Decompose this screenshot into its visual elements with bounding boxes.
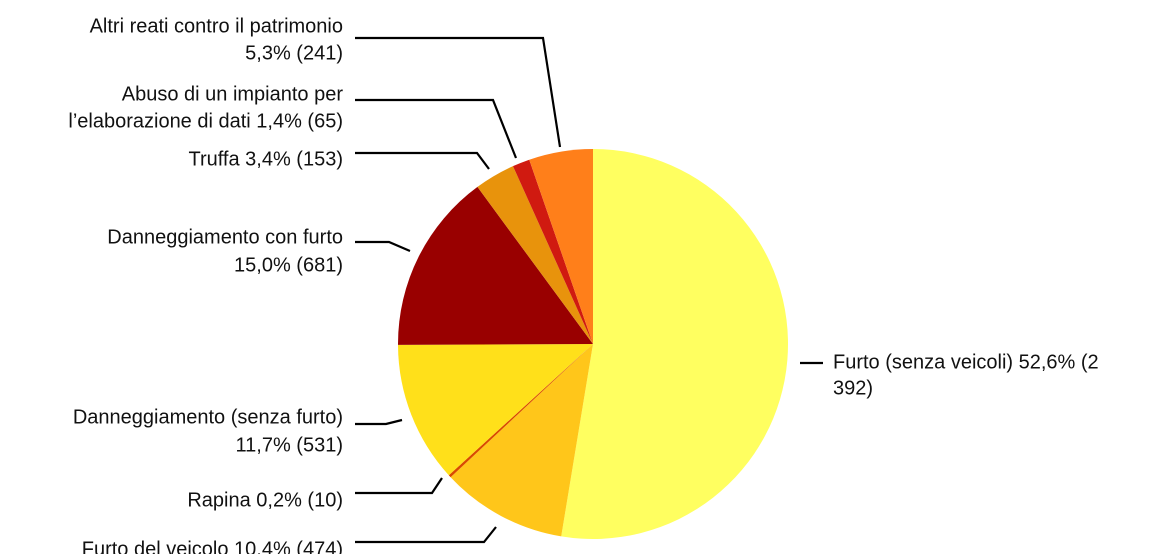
pie-slices (397, 149, 789, 539)
slice-label-abuso-impianto-line-1: Abuso di un impianto per (122, 83, 344, 105)
leader-lines (355, 36, 823, 544)
leader-line-furto-del-veicolo (355, 526, 497, 544)
leader-line-abuso-impianto (355, 98, 518, 159)
slice-label-furto-del-veicolo-line-1: Furto del veicolo 10,4% (474) (82, 538, 343, 554)
leader-line-danneggiamento-con-furto (355, 240, 411, 253)
slice-label-abuso-impianto-line-2: l’elaborazione di dati 1,4% (65) (68, 110, 343, 132)
slice-label-altri-reati-line-2: 5,3% (241) (245, 42, 343, 64)
pie-slice-abuso-impianto (512, 159, 593, 344)
leader-line-truffa (355, 151, 490, 170)
leader-line-rapina (355, 477, 443, 495)
leader-line-altri-reati (355, 36, 562, 148)
slice-label-danneggiamento-senza-furto-line-2: 11,7% (531) (236, 434, 343, 456)
slice-label-danneggiamento-con-furto-line-1: Danneggiamento con furto (107, 226, 343, 248)
slice-label-furto-senza-veicoli-line-2: 392) (833, 377, 873, 399)
pie-slice-furto-senza-veicoli (561, 149, 789, 539)
slice-labels: Furto (senza veicoli) 52,6% (2 392) Furto … (68, 15, 1098, 554)
slice-label-truffa-line-1: Truffa 3,4% (153) (188, 148, 343, 170)
pie-slice-danneggiamento-senza-furto (398, 344, 593, 476)
leader-line-danneggiamento-senza-furto (355, 418, 403, 426)
slice-label-furto-senza-veicoli-line-1: Furto (senza veicoli) 52,6% (2 (833, 351, 1099, 373)
slice-label-danneggiamento-senza-furto-line-1: Danneggiamento (senza furto) (73, 406, 343, 428)
pie-slice-altri-reati (529, 149, 593, 344)
slice-label-danneggiamento-con-furto-line-2: 15,0% (681) (234, 254, 343, 276)
pie-slice-truffa (477, 166, 593, 344)
pie-slice-danneggiamento-con-furto (397, 186, 593, 345)
pie-slice-furto-del-veicolo (450, 344, 593, 537)
slice-label-rapina-line-1: Rapina 0,2% (10) (187, 489, 343, 511)
pie-slice-rapina (448, 344, 593, 478)
slice-label-altri-reati-line-1: Altri reati contro il patrimonio (90, 15, 343, 37)
